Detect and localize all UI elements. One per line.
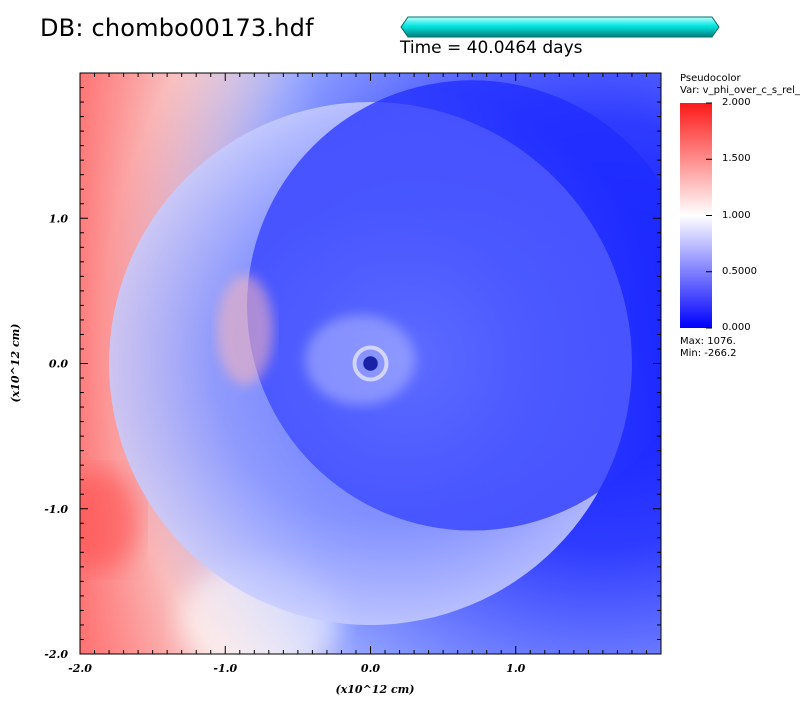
x-tick-label: 0.0 <box>361 662 380 675</box>
x-axis-ticks <box>79 73 662 654</box>
x-axis-tick-labels: -2.0 -1.0 0.0 1.0 <box>68 662 526 675</box>
colorbar-tick-label: 1.000 <box>722 209 751 221</box>
time-label: Time = 40.0464 days <box>400 38 583 58</box>
colorbar-tick-label: 1.500 <box>722 153 751 165</box>
time-progress-bar <box>400 16 720 38</box>
x-tick-label: -2.0 <box>68 662 92 675</box>
y-axis-tick-labels: -2.0 -1.0 0.0 1.0 <box>44 212 68 661</box>
legend-max: Max: 1076. <box>680 336 736 347</box>
y-tick-label: 0.0 <box>49 358 68 371</box>
x-tick-label: 1.0 <box>506 662 525 675</box>
colorbar-tick-label: 0.5000 <box>722 265 757 277</box>
legend-title: Pseudocolor <box>680 73 741 84</box>
x-axis-title: (x10^12 cm) <box>336 683 415 696</box>
colorbar-tick-label: 0.000 <box>722 322 751 333</box>
pinkish-spiral-arm <box>217 275 273 385</box>
legend-variable: Var: v_phi_over_c_s_rel_2 <box>680 85 800 96</box>
y-axis-ticks <box>80 72 661 655</box>
legend-min: Min: -266.2 <box>680 348 737 359</box>
colorbar-tick-label: 2.000 <box>722 97 751 108</box>
x-tick-label: -1.0 <box>213 662 237 675</box>
y-tick-label: -1.0 <box>44 503 68 516</box>
core <box>363 356 378 371</box>
db-title: DB: chombo00173.hdf <box>40 14 314 42</box>
turbulent-swirl <box>305 315 415 405</box>
colorbar-ticks <box>706 102 712 329</box>
y-axis-title: (x10^12 cm) <box>9 324 22 403</box>
core-ring <box>352 345 389 382</box>
y-tick-label: -2.0 <box>44 648 68 661</box>
inner-shell <box>247 80 661 531</box>
time-progress-fill <box>400 16 720 38</box>
y-tick-label: 1.0 <box>49 212 68 225</box>
red-hotspot <box>80 470 140 570</box>
